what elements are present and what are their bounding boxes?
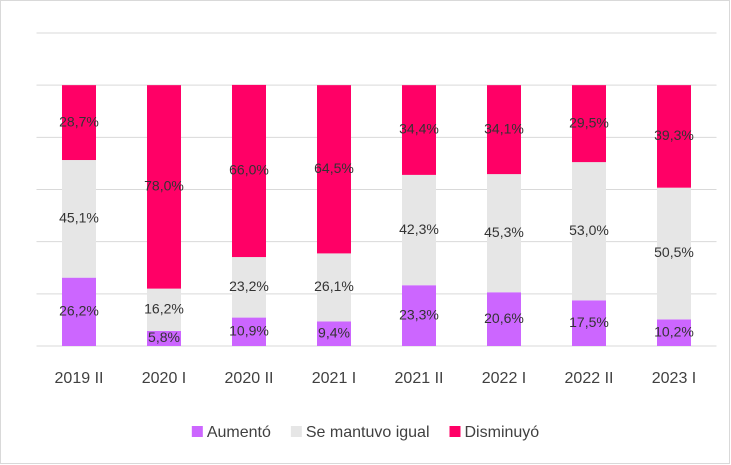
legend-swatch — [191, 426, 203, 437]
legend-label: Aumentó — [207, 424, 271, 441]
bar-segment — [317, 253, 351, 322]
data-label: 64,5% — [314, 160, 354, 176]
data-label: 10,9% — [229, 322, 269, 338]
bar-segment — [62, 160, 96, 278]
data-label: 20,6% — [484, 310, 524, 326]
data-label: 23,2% — [229, 278, 269, 294]
bar-segment — [147, 330, 181, 346]
legend-label: Disminuyó — [465, 424, 540, 441]
bar-segment — [657, 85, 691, 188]
x-tick-label: 2022 I — [482, 370, 526, 387]
data-label: 16,2% — [144, 300, 184, 316]
legend-swatch — [290, 426, 302, 437]
bar-segment — [62, 85, 96, 161]
bar-segment — [402, 85, 436, 175]
bar-segment — [572, 162, 606, 301]
data-label: 34,4% — [399, 121, 439, 137]
data-label: 9,4% — [318, 324, 350, 340]
data-label: 42,3% — [399, 221, 439, 237]
bar-segment — [317, 321, 351, 346]
data-label: 29,5% — [569, 114, 609, 130]
x-tick-label: 2021 I — [312, 370, 356, 387]
bar-segment — [487, 85, 521, 175]
bar-segment — [572, 300, 606, 346]
x-tick-label: 2023 I — [652, 370, 696, 387]
bar-segment — [402, 285, 436, 346]
data-label: 10,2% — [654, 323, 694, 339]
data-label: 34,1% — [484, 120, 524, 136]
data-label: 45,3% — [484, 224, 524, 240]
bar-segment — [232, 84, 266, 258]
data-label: 50,5% — [654, 244, 694, 260]
data-label: 26,2% — [59, 303, 99, 319]
data-label: 39,3% — [654, 127, 694, 143]
bar-segment — [232, 317, 266, 346]
data-label: 23,3% — [399, 306, 439, 322]
data-label: 28,7% — [59, 113, 99, 129]
data-label: 5,8% — [148, 329, 180, 345]
bar-segment — [487, 174, 521, 293]
bar-segment — [572, 85, 606, 163]
bar-segment — [657, 319, 691, 346]
data-label: 66,0% — [229, 162, 269, 178]
x-tick-label: 2021 II — [395, 370, 444, 387]
x-tick-label: 2019 II — [55, 370, 104, 387]
x-tick-label: 2020 I — [142, 370, 186, 387]
legend-swatch — [449, 426, 461, 437]
x-tick-label: 2022 II — [565, 370, 614, 387]
data-label: 53,0% — [569, 222, 609, 238]
bar-segment — [657, 187, 691, 320]
bar-segment — [147, 85, 181, 289]
bar-segment — [62, 277, 96, 346]
bar-segment — [232, 257, 266, 318]
bar-segment — [402, 174, 436, 286]
data-label: 78,0% — [144, 178, 184, 194]
data-label: 26,1% — [314, 278, 354, 294]
legend-label: Se mantuvo igual — [306, 424, 430, 441]
bar-segment — [487, 292, 521, 346]
data-label: 17,5% — [569, 314, 609, 330]
bar-segment — [147, 288, 181, 331]
data-label: 45,1% — [59, 210, 99, 226]
x-tick-label: 2020 II — [225, 370, 274, 387]
bar-segment — [317, 85, 351, 254]
